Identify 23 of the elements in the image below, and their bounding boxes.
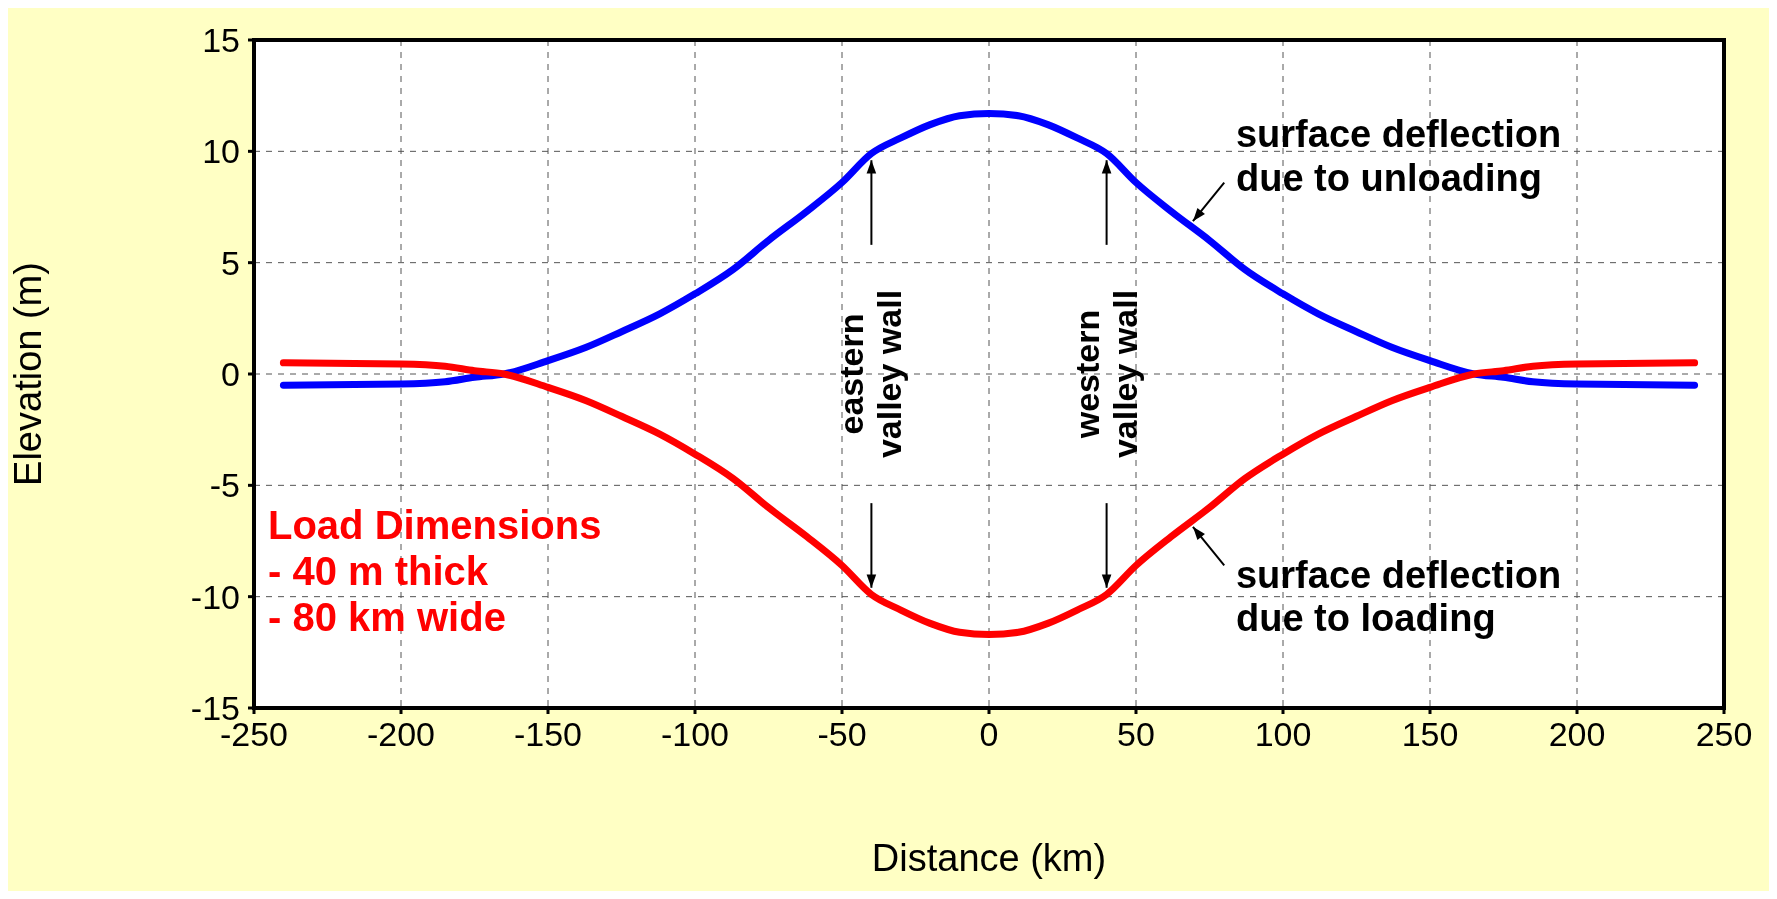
x-tick-label: 150 xyxy=(1401,715,1459,754)
x-tick-label: 50 xyxy=(1117,715,1155,754)
x-tick-label: 200 xyxy=(1548,715,1606,754)
x-tick-label: -50 xyxy=(817,715,867,754)
x-tick-label: 0 xyxy=(979,715,999,754)
y-tick-label: 0 xyxy=(221,355,240,394)
y-tick-label: 10 xyxy=(202,132,240,171)
x-tick-label: 250 xyxy=(1695,715,1753,754)
annotation: eastern valley wall xyxy=(832,289,909,459)
annotation: western valley wall xyxy=(1067,289,1144,459)
y-tick-label: -10 xyxy=(190,577,240,616)
annotation: Load Dimensions - 40 m thick - 80 km wide xyxy=(268,502,602,639)
x-tick-label: -200 xyxy=(366,715,436,754)
x-axis-title: Distance (km) xyxy=(871,837,1107,879)
annotation: surface deflection due to loading xyxy=(1235,553,1562,640)
x-tick-label: 100 xyxy=(1254,715,1312,754)
y-axis-title: Elevation (m) xyxy=(7,262,50,486)
annotation: surface deflection due to unloading xyxy=(1235,112,1562,199)
y-tick-label: 5 xyxy=(221,243,240,282)
y-tick-label: 15 xyxy=(202,21,240,60)
y-tick-label: -5 xyxy=(209,466,240,505)
x-tick-label: -100 xyxy=(660,715,730,754)
x-tick-label: -150 xyxy=(513,715,583,754)
